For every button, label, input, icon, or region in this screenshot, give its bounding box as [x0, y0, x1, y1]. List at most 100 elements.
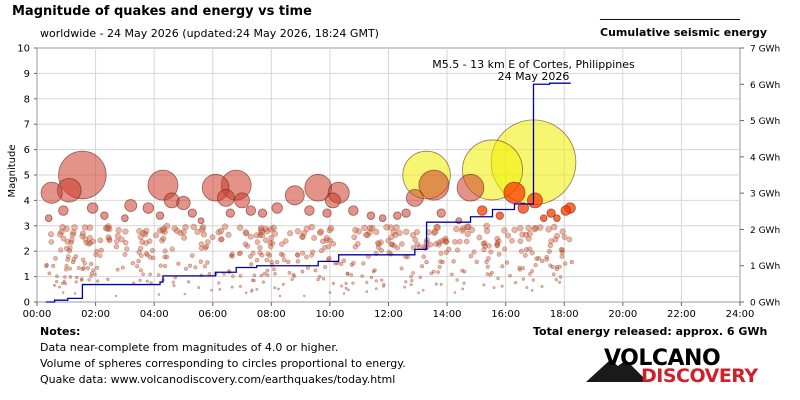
quake-dot-minor	[365, 280, 369, 284]
y2-tick-label: 1 GWh	[750, 262, 780, 272]
quake-dot-minor	[79, 233, 86, 240]
quake-dot-minor	[190, 223, 197, 231]
quake-dot-minor	[500, 284, 504, 288]
quake-dot-minor	[136, 249, 142, 255]
quake-dot-minor	[198, 245, 204, 251]
quake-dot-minor	[417, 291, 420, 295]
quake-dot-minor	[303, 294, 306, 298]
quake-dot-minor	[531, 225, 538, 233]
quake-dot-minor	[47, 231, 54, 238]
quake-dot-minor	[187, 263, 193, 268]
quake-dot-minor	[558, 247, 564, 253]
quake-dot-minor	[496, 251, 502, 257]
quake-dot-minor	[372, 268, 377, 273]
quake-dot-minor	[436, 239, 442, 246]
quake-dot-minor	[521, 277, 526, 281]
quake-dot-minor	[173, 227, 181, 235]
notes-title: Notes:	[40, 325, 81, 338]
quake-dot-minor	[98, 247, 104, 253]
quake-dot-minor	[238, 274, 243, 278]
quake-dot-minor	[268, 234, 275, 241]
quake-dot-minor	[136, 258, 141, 264]
quake-dot-minor	[53, 256, 58, 261]
quake-dot-minor	[162, 254, 168, 260]
quake-dot-minor	[316, 277, 320, 282]
quake-dot-minor	[262, 271, 267, 276]
x-tick-label: 20:00	[608, 309, 637, 320]
quake-dot-minor	[68, 275, 73, 279]
quake-dot-minor	[318, 248, 325, 254]
quake-dot-minor	[327, 237, 334, 244]
quake-dot-minor	[299, 233, 306, 240]
y-tick-label: 4	[24, 196, 30, 207]
quake-dot-minor	[464, 223, 471, 230]
quake-dot-minor	[113, 238, 120, 245]
quake-dot-minor	[80, 267, 85, 272]
quake-dot-minor	[198, 241, 205, 247]
quake-circle	[378, 214, 387, 222]
quake-dot-minor	[93, 252, 99, 258]
quake-dot-minor	[453, 225, 460, 233]
volcano-discovery-logo[interactable]: VOLCANO DISCOVERY	[586, 346, 758, 392]
quake-dot-minor	[304, 254, 309, 260]
quake-circle	[393, 211, 402, 220]
quake-dot-minor	[321, 277, 326, 281]
quake-circle	[405, 188, 424, 207]
legend-energy-label: Cumulative seismic energy	[600, 26, 768, 39]
quake-dot-minor	[326, 255, 332, 261]
quake-dot-minor	[476, 234, 483, 241]
quake-dot-minor	[459, 227, 466, 234]
quake-circle	[44, 214, 53, 222]
quake-circle	[366, 211, 376, 220]
quake-dot-minor	[468, 253, 474, 259]
quake-dot-minor	[518, 248, 524, 254]
quake-dot-minor	[57, 231, 64, 238]
quake-dot-minor	[180, 229, 187, 236]
quake-dot-minor	[265, 273, 270, 277]
quake-dot-minor	[409, 274, 413, 279]
quake-dot-minor	[403, 285, 407, 289]
quake-dot-minor	[199, 224, 207, 231]
quake-dot-minor	[527, 246, 533, 252]
quake-dot-minor	[209, 234, 216, 241]
quake-dot-minor	[513, 281, 518, 285]
quake-dot-minor	[529, 250, 535, 256]
quake-dot-minor	[380, 278, 384, 282]
x-tick-label: 24:00	[726, 309, 755, 320]
quake-dot-minor	[97, 253, 103, 259]
quake-dot-minor	[360, 274, 364, 278]
quake-dot-minor	[183, 292, 187, 296]
quake-dot-minor	[138, 253, 144, 259]
quake-circle	[257, 208, 268, 218]
total-energy-label: Total energy released: approx. 6 GWh	[533, 325, 768, 338]
quake-dot-minor	[122, 239, 129, 246]
quake-dot-minor	[171, 280, 175, 284]
quake-dot-minor	[344, 281, 348, 286]
quake-dot-minor	[238, 284, 242, 288]
quake-dot-minor	[558, 275, 563, 279]
quake-dot-minor	[81, 266, 86, 271]
quake-dot-minor	[322, 245, 328, 251]
quake-dot-minor	[217, 281, 221, 285]
quake-dot-minor	[248, 254, 253, 259]
quake-dot-minor	[51, 263, 56, 268]
quake-circle	[477, 205, 488, 216]
quake-dot-minor	[267, 253, 273, 258]
quake-dot-minor	[145, 279, 149, 283]
quake-dot-minor	[48, 239, 55, 245]
quake-dot-minor	[73, 292, 77, 295]
quake-dot-minor	[114, 232, 121, 239]
quake-dot-minor	[327, 224, 335, 232]
quake-dot-minor	[295, 252, 301, 258]
quake-dot-minor	[261, 280, 266, 284]
quake-dot-minor	[218, 236, 224, 243]
quake-dot-minor	[501, 227, 508, 234]
quake-dot-minor	[303, 225, 310, 232]
quake-circle	[553, 214, 561, 222]
quake-dot-minor	[349, 273, 354, 277]
quake-dot-minor	[273, 271, 277, 276]
quake-dot-minor	[393, 224, 400, 231]
quake-dot-minor	[292, 274, 297, 278]
quake-dot-minor	[148, 272, 152, 277]
quake-dot-minor	[61, 291, 65, 294]
